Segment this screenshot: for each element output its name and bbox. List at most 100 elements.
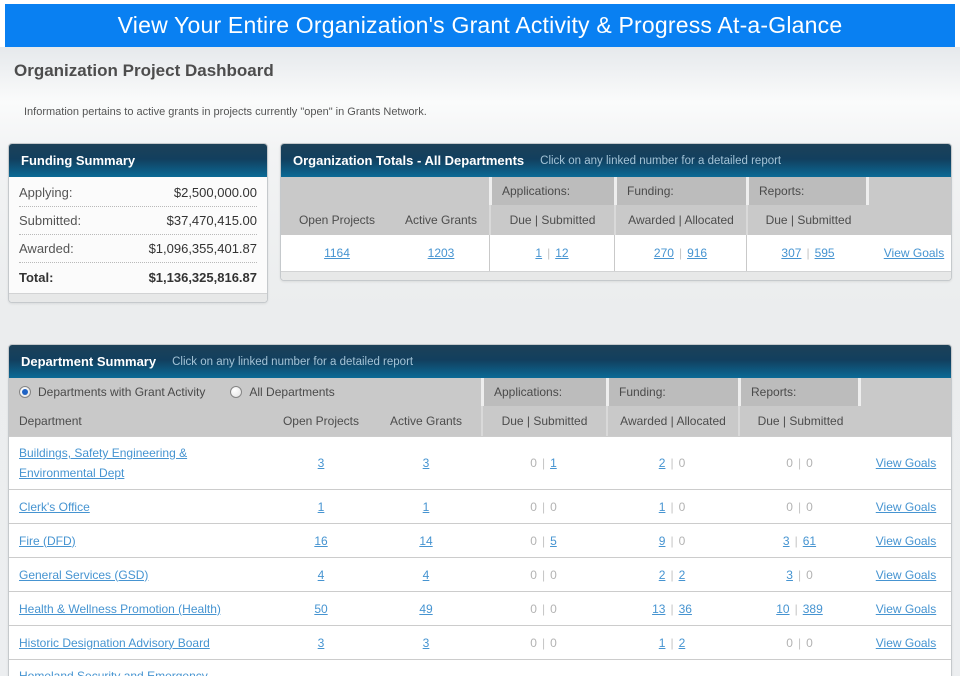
table-row: General Services (GSD) 4 4 00 22 30 View… (9, 557, 951, 591)
reports-submitted-value: 0 (806, 456, 813, 470)
active-grants-link[interactable]: 1 (422, 499, 430, 514)
dept-column-header-row: Department Open Projects Active Grants D… (9, 406, 951, 436)
funding-awarded-value[interactable]: 9 (658, 533, 666, 548)
apps-submitted-value[interactable]: 5 (550, 533, 557, 548)
group-applications: Applications: (481, 378, 606, 406)
department-link[interactable]: Historic Designation Advisory Board (19, 635, 210, 650)
col-open-projects: Open Projects (298, 213, 376, 227)
reports-due-value[interactable]: 3 (786, 567, 793, 582)
pipe-separator (793, 566, 806, 584)
funding-awarded-value[interactable]: 2 (658, 456, 666, 470)
funding-summary-header: Funding Summary (9, 144, 267, 177)
funding-label: Applying: (19, 185, 73, 200)
reports-submitted-link[interactable]: 595 (814, 246, 835, 260)
group-reports: Reports: (738, 378, 861, 406)
reports-due-value[interactable]: 10 (776, 601, 790, 616)
open-projects-link[interactable]: 3 (317, 456, 325, 470)
pipe-separator (674, 244, 687, 262)
open-projects-link[interactable]: 1164 (324, 246, 350, 260)
reports-cell: 00 (738, 454, 861, 472)
reports-cell: 10 389 (738, 600, 861, 618)
funding-cell: 20 (606, 454, 738, 472)
department-link[interactable]: Fire (DFD) (19, 533, 76, 548)
reports-due-link[interactable]: 307 (781, 246, 802, 260)
banner-title: View Your Entire Organization's Grant Ac… (117, 12, 843, 38)
apps-due-value: 0 (530, 533, 537, 548)
apps-due-value: 0 (530, 635, 537, 650)
open-projects-link[interactable]: 1 (317, 499, 325, 514)
apps-submitted-link[interactable]: 12 (555, 246, 569, 260)
department-cell: General Services (GSD) (9, 559, 271, 591)
view-goals-link[interactable]: View Goals (875, 635, 937, 650)
funding-allocated-value[interactable]: 2 (678, 567, 686, 582)
group-spacer (281, 177, 489, 205)
reports-cell: 30 (738, 566, 861, 584)
col-active-grants: Active Grants (389, 414, 463, 428)
active-grants-link[interactable]: 4 (422, 567, 430, 582)
col-open-projects: Open Projects (282, 414, 360, 428)
table-row: Clerk's Office 1 1 00 10 00 View Goals (9, 489, 951, 523)
open-projects-link[interactable]: 16 (314, 533, 328, 548)
col-reports: Due | Submitted (746, 205, 869, 235)
reports-submitted-value[interactable]: 389 (802, 601, 823, 616)
department-link[interactable]: Homeland Security and Emergency Manageme… (19, 669, 208, 676)
radio-departments-with-grant-activity[interactable] (19, 386, 31, 398)
funding-awarded-value[interactable]: 2 (658, 567, 666, 582)
active-grants-link[interactable]: 1203 (427, 246, 455, 260)
apps-submitted-value: 0 (550, 635, 557, 650)
department-link[interactable]: General Services (GSD) (19, 567, 149, 582)
funding-awarded-value[interactable]: 13 (652, 601, 666, 616)
funding-awarded-value[interactable]: 1 (658, 635, 666, 650)
view-goals-link[interactable]: View Goals (883, 246, 945, 260)
col-spacer (861, 406, 951, 436)
funding-summary-body: Applying: $2,500,000.00 Submitted: $37,4… (9, 177, 267, 293)
funding-allocated-value[interactable]: 2 (678, 635, 686, 650)
reports-submitted-value: 0 (806, 499, 813, 514)
applications-cell: 00 (481, 566, 606, 584)
pipe-separator (801, 244, 814, 262)
col-department: Department (19, 414, 82, 428)
apps-submitted-value[interactable]: 1 (550, 456, 557, 470)
funding-awarded-link[interactable]: 270 (653, 246, 674, 260)
open-projects-link[interactable]: 4 (317, 567, 325, 582)
view-goals-link[interactable]: View Goals (875, 533, 937, 548)
top-row: Funding Summary Applying: $2,500,000.00 … (8, 143, 952, 303)
top-banner: View Your Entire Organization's Grant Ac… (5, 4, 955, 47)
open-projects-link[interactable]: 50 (314, 601, 328, 616)
reports-due-value[interactable]: 3 (782, 533, 790, 548)
funding-allocated-value[interactable]: 36 (678, 601, 692, 616)
pipe-separator (790, 532, 803, 550)
apps-submitted-value: 0 (550, 567, 557, 582)
view-goals-link[interactable]: View Goals (875, 499, 937, 514)
pipe-separator (537, 454, 550, 472)
open-projects-link[interactable]: 3 (317, 635, 325, 650)
radio-label[interactable]: All Departments (249, 385, 335, 399)
page-title: Organization Project Dashboard (14, 61, 274, 80)
view-goals-link[interactable]: View Goals (875, 601, 937, 616)
page-content: Organization Project Dashboard Informati… (0, 47, 960, 676)
department-link[interactable]: Clerk's Office (19, 499, 90, 514)
apps-submitted-value: 0 (550, 499, 557, 514)
active-grants-link[interactable]: 49 (419, 601, 433, 616)
radio-all-departments[interactable] (230, 386, 243, 398)
view-goals-link[interactable]: View Goals (875, 567, 937, 582)
reports-submitted-value[interactable]: 61 (802, 533, 817, 548)
department-link[interactable]: Health & Wellness Promotion (Health) (19, 601, 221, 616)
department-link[interactable]: Buildings, Safety Engineering & Environm… (19, 446, 188, 480)
funding-row-awarded: Awarded: $1,096,355,401.87 (19, 235, 257, 263)
active-grants-link[interactable]: 14 (419, 533, 433, 548)
reports-due-value: 0 (786, 499, 793, 514)
col-funding: Awarded | Allocated (606, 406, 738, 436)
radio-label[interactable]: Departments with Grant Activity (38, 385, 206, 399)
apps-due-link[interactable]: 1 (535, 246, 543, 260)
table-row: Historic Designation Advisory Board 3 3 … (9, 625, 951, 659)
reports-cell: 307 595 (746, 235, 869, 271)
funding-allocated-link[interactable]: 916 (687, 246, 708, 260)
view-goals-link[interactable]: View Goals (875, 456, 937, 470)
department-summary-header: Department Summary Click on any linked n… (9, 345, 951, 378)
active-grants-link[interactable]: 3 (422, 635, 430, 650)
pipe-separator (537, 634, 550, 652)
active-grants-link[interactable]: 3 (422, 456, 430, 470)
funding-awarded-value[interactable]: 1 (658, 499, 666, 514)
funding-cell: 22 (606, 566, 738, 584)
